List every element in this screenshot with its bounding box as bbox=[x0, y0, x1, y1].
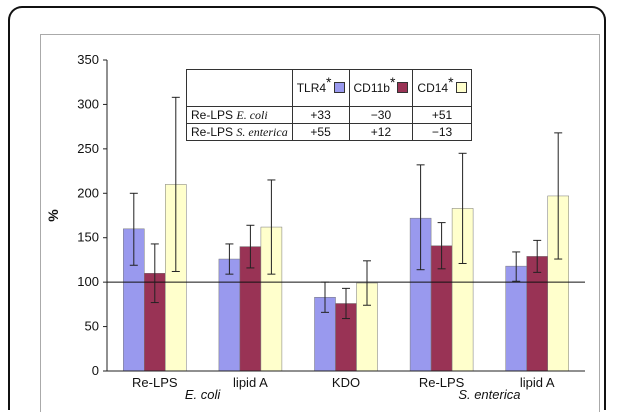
y-tick-label: 300 bbox=[77, 96, 99, 111]
group-label: S. enterica bbox=[458, 387, 520, 402]
table-cell: −30 bbox=[348, 106, 414, 124]
table-cell: +12 bbox=[348, 123, 414, 141]
figure-frame bbox=[8, 6, 606, 410]
table-header-row: TLR4* CD11b* CD14* bbox=[186, 69, 472, 107]
inset-table: TLR4* CD11b* CD14* Re-LPS E. coli +33 −3… bbox=[186, 69, 472, 141]
x-tick-label: Re-LPS bbox=[132, 375, 178, 390]
x-tick-label: lipid A bbox=[520, 375, 555, 390]
table-corner-cell bbox=[186, 69, 293, 107]
bar-tlr4-1 bbox=[218, 258, 241, 372]
legend-swatch-cd14 bbox=[455, 82, 467, 93]
table-row: Re-LPS E. coli +33 −30 +51 bbox=[186, 106, 472, 124]
table-col-cd14: CD14* bbox=[412, 69, 472, 107]
y-tick-label: 0 bbox=[92, 363, 99, 378]
x-tick-label: KDO bbox=[332, 375, 360, 390]
table-cell: +55 bbox=[291, 123, 350, 141]
table-col-tlr4: TLR4* bbox=[291, 69, 350, 107]
table-cell: −13 bbox=[412, 123, 472, 141]
x-tick-label: Re-LPS bbox=[419, 375, 465, 390]
legend-swatch-tlr4 bbox=[333, 82, 345, 93]
table-cell: +33 bbox=[291, 106, 350, 124]
y-axis-label: % bbox=[45, 209, 61, 222]
y-tick-label: 250 bbox=[77, 141, 99, 156]
bar-cd11b-4 bbox=[526, 256, 548, 372]
y-tick-label: 50 bbox=[85, 319, 99, 334]
table-row-label: Re-LPS S. enterica bbox=[186, 123, 293, 141]
group-label: E. coli bbox=[185, 387, 222, 402]
legend-swatch-cd11b bbox=[397, 82, 409, 93]
x-tick-label: lipid A bbox=[233, 375, 268, 390]
y-tick-label: 100 bbox=[77, 274, 99, 289]
table-cell: +51 bbox=[412, 106, 472, 124]
table-col-cd11b: CD11b* bbox=[348, 69, 414, 107]
y-tick-label: 200 bbox=[77, 185, 99, 200]
plot-area-border bbox=[40, 34, 600, 412]
table-row: Re-LPS S. enterica +55 +12 −13 bbox=[186, 123, 472, 141]
y-tick-label: 150 bbox=[77, 230, 99, 245]
table-row-label: Re-LPS E. coli bbox=[186, 106, 293, 124]
y-tick-label: 350 bbox=[77, 52, 99, 67]
